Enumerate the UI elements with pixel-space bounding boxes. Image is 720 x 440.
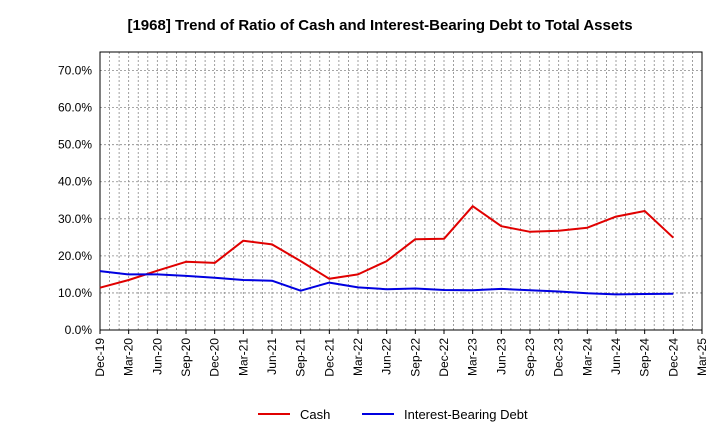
data-point <box>99 287 101 289</box>
legend: Cash Interest-Bearing Debt <box>258 407 528 422</box>
data-point <box>128 279 130 281</box>
data-point <box>414 287 416 289</box>
data-point <box>300 290 302 292</box>
plot-area <box>99 51 703 331</box>
series-lines <box>99 205 674 296</box>
x-tick-label: Sep-24 <box>638 338 652 377</box>
data-point <box>386 260 388 262</box>
legend-label: Cash <box>300 407 330 422</box>
x-tick-label: Dec-22 <box>437 338 451 377</box>
x-tick-label: Dec-23 <box>552 338 566 377</box>
data-point <box>615 216 617 218</box>
data-point <box>156 270 158 272</box>
x-tick-label: Mar-21 <box>236 338 250 376</box>
data-point <box>128 273 130 275</box>
x-tick-label: Mar-23 <box>466 338 480 376</box>
y-tick-label: 60.0% <box>58 101 92 115</box>
x-tick-label: Mar-20 <box>122 338 136 376</box>
data-point <box>156 273 158 275</box>
data-point <box>472 289 474 291</box>
data-point <box>242 279 244 281</box>
data-point <box>214 262 216 264</box>
x-tick-label: Dec-19 <box>93 338 107 377</box>
y-tick-label: 20.0% <box>58 249 92 263</box>
data-point <box>644 210 646 212</box>
data-point <box>615 293 617 295</box>
series-line-cash <box>99 205 674 289</box>
y-tick-label: 0.0% <box>65 323 93 337</box>
grid <box>100 52 702 330</box>
data-point <box>185 261 187 263</box>
data-point <box>214 277 216 279</box>
data-point <box>558 290 560 292</box>
data-point <box>443 289 445 291</box>
x-tick-label: Jun-24 <box>609 338 623 375</box>
data-point <box>300 260 302 262</box>
x-tick-label: Sep-21 <box>294 338 308 377</box>
data-point <box>472 205 474 207</box>
data-point <box>644 293 646 295</box>
x-tick-label: Sep-22 <box>408 338 422 377</box>
data-point <box>328 278 330 280</box>
data-point <box>242 240 244 242</box>
data-point <box>529 289 531 291</box>
data-point <box>414 238 416 240</box>
x-tick-label: Mar-24 <box>580 338 594 376</box>
x-tick-label: Mar-25 <box>695 338 709 376</box>
data-point <box>586 292 588 294</box>
x-tick-label: Dec-20 <box>208 338 222 377</box>
data-point <box>443 238 445 240</box>
data-point <box>386 288 388 290</box>
data-point <box>328 282 330 284</box>
x-tick-label: Mar-22 <box>351 338 365 376</box>
x-tick-label: Sep-20 <box>179 338 193 377</box>
x-tick-label: Jun-22 <box>380 338 394 375</box>
x-tick-label: Sep-23 <box>523 338 537 377</box>
data-point <box>529 231 531 233</box>
axes: 0.0% 10.0% 20.0% 30.0% 40.0% 50.0% 60.0% 70.0% D… <box>58 51 709 377</box>
x-tick-label: Dec-21 <box>322 338 336 377</box>
data-point <box>558 230 560 232</box>
y-tick-label: 70.0% <box>58 64 92 78</box>
y-tick-label: 40.0% <box>58 175 92 189</box>
y-tick-label: 50.0% <box>58 138 92 152</box>
data-point <box>99 270 101 272</box>
data-point <box>500 288 502 290</box>
data-point <box>271 243 273 245</box>
data-point <box>672 293 674 295</box>
data-point <box>586 227 588 229</box>
chart-title: [1968] Trend of Ratio of Cash and Intere… <box>127 17 632 34</box>
legend-label: Interest-Bearing Debt <box>404 407 528 422</box>
data-point <box>500 225 502 227</box>
data-point <box>672 237 674 239</box>
x-tick-label: Jun-21 <box>265 338 279 375</box>
series-line-interest-bearing-debt <box>99 270 674 296</box>
y-tick-label: 10.0% <box>58 286 92 300</box>
x-tick-label: Jun-23 <box>494 338 508 375</box>
data-point <box>357 273 359 275</box>
data-point <box>357 286 359 288</box>
data-point <box>185 275 187 277</box>
x-tick-label: Dec-24 <box>666 338 680 377</box>
x-tick-label: Jun-20 <box>150 338 164 375</box>
y-tick-label: 30.0% <box>58 212 92 226</box>
data-point <box>271 280 273 282</box>
